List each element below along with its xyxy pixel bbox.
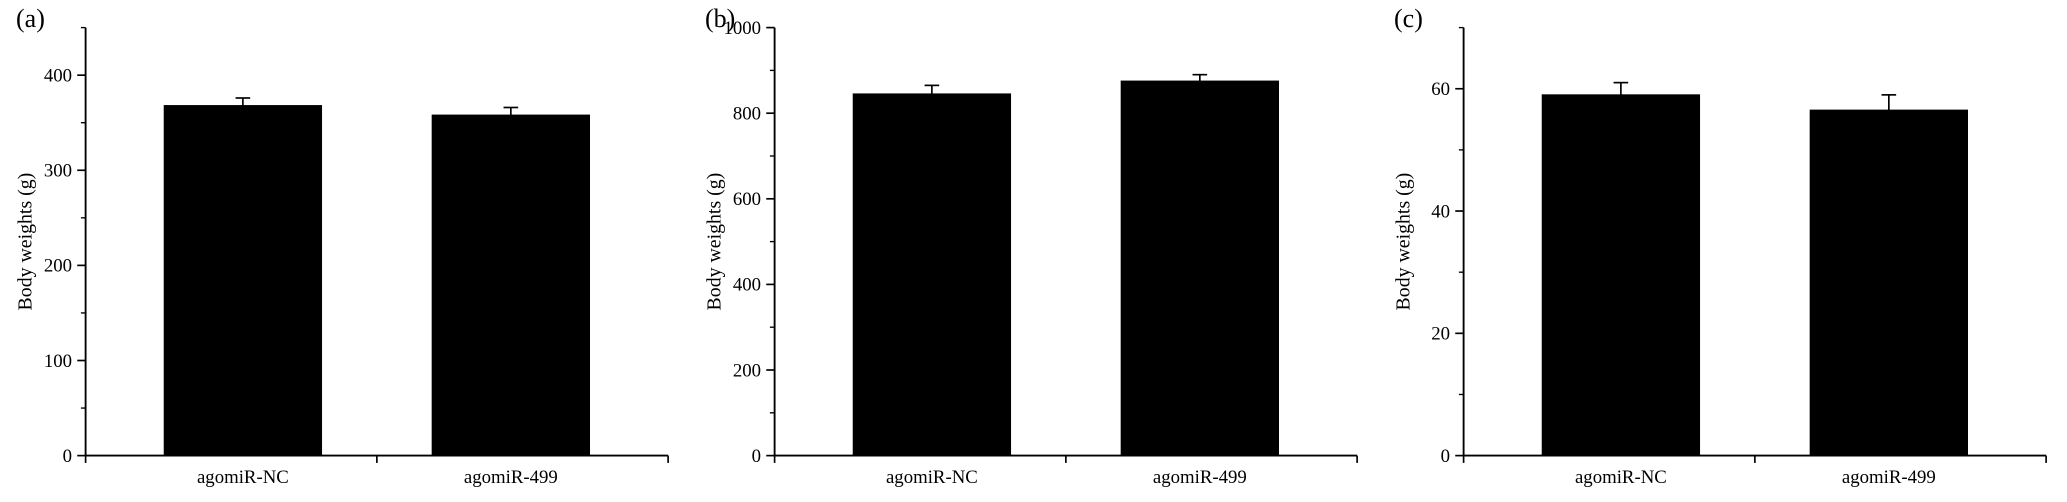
svg-text:agomiR-499: agomiR-499 <box>464 467 558 488</box>
svg-text:400: 400 <box>733 275 761 296</box>
svg-text:agomiR-499: agomiR-499 <box>1842 467 1936 488</box>
svg-text:agomiR-NC: agomiR-NC <box>197 467 289 488</box>
panel-b: (b) 0 200 400 600 800 1000 agomiR-NC agomiR-499… <box>689 0 1378 502</box>
panel-a-label: (a) <box>16 4 45 33</box>
svg-text:400: 400 <box>44 65 72 86</box>
svg-text:agomiR-NC: agomiR-NC <box>1575 467 1667 488</box>
svg-text:Body weights (g): Body weights (g) <box>703 173 725 311</box>
svg-text:20: 20 <box>1431 324 1450 345</box>
bar-chart-svg: 0 20 40 60 agomiR-NC agomiR-499 Body weights (… <box>1392 26 2047 488</box>
panel-b-label: (b) <box>705 4 736 33</box>
svg-text:Body weights (g): Body weights (g) <box>1392 173 1414 311</box>
svg-text:200: 200 <box>733 360 761 381</box>
svg-text:agomiR-499: agomiR-499 <box>1153 467 1247 488</box>
svg-text:600: 600 <box>733 189 761 210</box>
bar-chart-svg: 0 100 200 300 400 agomiR-NC agomiR-499 Body wei… <box>14 26 669 488</box>
svg-text:40: 40 <box>1431 201 1450 222</box>
svg-text:60: 60 <box>1431 79 1450 100</box>
svg-text:200: 200 <box>44 256 72 277</box>
svg-text:800: 800 <box>733 103 761 124</box>
panel-b-chart: 0 200 400 600 800 1000 agomiR-NC agomiR-499 Body… <box>689 0 1378 502</box>
panel-a-chart: 0 100 200 300 400 agomiR-NC agomiR-499 Body wei… <box>0 0 689 502</box>
svg-text:agomiR-NC: agomiR-NC <box>886 467 978 488</box>
svg-text:1000: 1000 <box>723 18 761 39</box>
panel-c: (c) 0 20 40 60 agomiR-NC agomiR-499 Body weigh… <box>1378 0 2067 502</box>
svg-text:300: 300 <box>44 161 72 182</box>
bar-chart-svg: 0 200 400 600 800 1000 agomiR-NC agomiR-499 Body… <box>703 18 1358 488</box>
panel-c-label: (c) <box>1394 4 1423 33</box>
svg-text:100: 100 <box>44 351 72 372</box>
svg-text:0: 0 <box>1441 446 1450 467</box>
panel-a: (a) 0 100 200 300 400 agomiR-NC agomiR-499 Body… <box>0 0 689 502</box>
svg-text:0: 0 <box>752 446 761 467</box>
svg-text:0: 0 <box>63 446 72 467</box>
panel-c-chart: 0 20 40 60 agomiR-NC agomiR-499 Body weights (… <box>1378 0 2067 502</box>
svg-text:Body weights (g): Body weights (g) <box>14 173 36 311</box>
